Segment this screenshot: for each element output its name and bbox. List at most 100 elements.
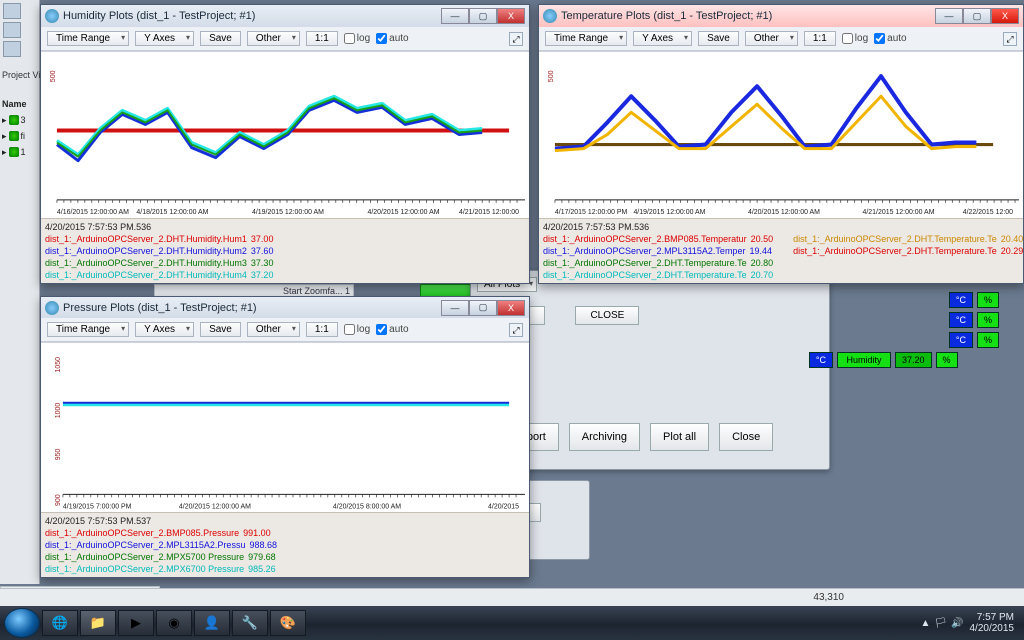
auto-checkbox[interactable]: auto [376, 33, 408, 44]
close-window-button[interactable]: X [991, 8, 1019, 24]
expand-icon[interactable]: ⤢ [509, 32, 523, 46]
pressure-titlebar[interactable]: Pressure Plots (dist_1 - TestProject; #1… [41, 297, 529, 318]
svg-text:4/22/2015 12:00: 4/22/2015 12:00 [963, 209, 1013, 216]
save-button[interactable]: Save [698, 31, 739, 46]
pressure-window: Pressure Plots (dist_1 - TestProject; #1… [40, 296, 530, 578]
timestamp: 4/20/2015 7:57:53 PM.537 [45, 515, 525, 527]
pressure-legend: 4/20/2015 7:57:53 PM.537 dist_1:_Arduino… [41, 512, 529, 577]
expand-icon[interactable]: ⤢ [509, 323, 523, 337]
name-header: Name [2, 96, 27, 112]
log-checkbox[interactable]: log [344, 324, 370, 335]
pressure-toolbar: Time Range Y Axes Save Other 1:1 log aut… [41, 318, 529, 341]
time-range-dropdown[interactable]: Time Range [545, 31, 627, 46]
toolbar-icons [0, 0, 39, 60]
archiving-button[interactable]: Archiving [569, 423, 640, 451]
auto-checkbox[interactable]: auto [376, 324, 408, 335]
app-icon[interactable]: 🔧 [232, 610, 268, 636]
temperature-toolbar: Time Range Y Axes Save Other 1:1 log aut… [539, 27, 1023, 51]
svg-text:4/20/2015 12:00:00 AM: 4/20/2015 12:00:00 AM [367, 209, 439, 216]
time-range-dropdown[interactable]: Time Range [47, 31, 129, 46]
svg-text:4/17/2015 12:00:00 PM: 4/17/2015 12:00:00 PM [555, 209, 628, 216]
time-range-dropdown[interactable]: Time Range [47, 322, 129, 337]
close-button[interactable]: CLOSE [575, 306, 639, 325]
window-icon [45, 9, 59, 23]
ratio-button[interactable]: 1:1 [306, 322, 338, 337]
unit-c: °C [949, 312, 973, 328]
svg-text:4/20/2015 8:00:00 AM: 4/20/2015 8:00:00 AM [333, 503, 401, 510]
minimize-button[interactable]: — [935, 8, 963, 24]
maximize-button[interactable]: ▢ [469, 300, 497, 316]
unit-pct: % [936, 352, 958, 368]
other-dropdown[interactable]: Other [745, 31, 798, 46]
chrome-icon[interactable]: ◉ [156, 610, 192, 636]
expand-icon[interactable]: ⤢ [1003, 32, 1017, 46]
project-tree: Name ▸3 ▸fi ▸1 [2, 96, 27, 160]
status-bar: 43,310 [0, 588, 1024, 606]
other-dropdown[interactable]: Other [247, 31, 300, 46]
svg-text:4/18/2015 12:00:00 AM: 4/18/2015 12:00:00 AM [136, 209, 208, 216]
humidity-plot[interactable]: 4/16/2015 12:00:00 AM 4/18/2015 12:00:00 … [41, 51, 529, 218]
humidity-label: Humidity [837, 352, 891, 368]
tray-flag-icon[interactable]: ▲ [920, 618, 930, 629]
humidity-title: Humidity Plots (dist_1 - TestProject; #1… [63, 10, 437, 22]
icon[interactable] [3, 41, 21, 57]
y-axes-dropdown[interactable]: Y Axes [135, 31, 194, 46]
media-icon[interactable]: ▶ [118, 610, 154, 636]
svg-text:1050: 1050 [55, 357, 62, 373]
minimize-button[interactable]: — [441, 8, 469, 24]
clock-time: 7:57 PM [977, 612, 1014, 623]
icon[interactable] [3, 3, 21, 19]
icon[interactable] [3, 22, 21, 38]
ratio-button[interactable]: 1:1 [306, 31, 338, 46]
start-button[interactable] [4, 608, 40, 638]
svg-text:4/19/2015 12:00:00 AM: 4/19/2015 12:00:00 AM [633, 209, 705, 216]
humidity-titlebar[interactable]: Humidity Plots (dist_1 - TestProject; #1… [41, 5, 529, 27]
unit-c: °C [809, 352, 833, 368]
temperature-titlebar[interactable]: Temperature Plots (dist_1 - TestProject;… [539, 5, 1023, 27]
svg-text:950: 950 [55, 448, 62, 460]
maximize-button[interactable]: ▢ [469, 8, 497, 24]
svg-text:4/20/2015: 4/20/2015 [488, 503, 519, 510]
y-axes-dropdown[interactable]: Y Axes [633, 31, 692, 46]
paint-icon[interactable]: 🎨 [270, 610, 306, 636]
system-tray[interactable]: ▲ 🏳 🔊 7:57 PM4/20/2015 [920, 612, 1020, 634]
humidity-legend: 4/20/2015 7:57:53 PM.536 dist_1:_Arduino… [41, 218, 529, 283]
y-axes-dropdown[interactable]: Y Axes [135, 322, 194, 337]
app-icon[interactable]: 👤 [194, 610, 230, 636]
close-button-2[interactable]: Close [719, 423, 773, 451]
other-dropdown[interactable]: Other [247, 322, 300, 337]
tray-net-icon[interactable]: 🏳 [934, 618, 947, 629]
close-window-button[interactable]: X [497, 300, 525, 316]
pressure-title: Pressure Plots (dist_1 - TestProject; #1… [63, 302, 437, 314]
plot-all-button[interactable]: Plot all [650, 423, 709, 451]
unit-pct: % [977, 312, 999, 328]
humidity-window: Humidity Plots (dist_1 - TestProject; #1… [40, 4, 530, 284]
unit-c: °C [949, 332, 973, 348]
tree-item[interactable]: ▸3 [2, 112, 27, 128]
svg-text:500: 500 [548, 70, 555, 82]
log-checkbox[interactable]: log [842, 33, 868, 44]
timestamp: 4/20/2015 7:57:53 PM.536 [45, 221, 525, 233]
log-checkbox[interactable]: log [344, 33, 370, 44]
save-button[interactable]: Save [200, 31, 241, 46]
tree-item[interactable]: ▸1 [2, 144, 27, 160]
explorer-icon[interactable]: 📁 [80, 610, 116, 636]
tree-item[interactable]: ▸fi [2, 128, 27, 144]
clock-date: 4/20/2015 [970, 623, 1015, 634]
unit-pct: % [977, 292, 999, 308]
unit-c: °C [949, 292, 973, 308]
humidity-toolbar: Time Range Y Axes Save Other 1:1 log aut… [41, 27, 529, 51]
tray-vol-icon[interactable]: 🔊 [951, 618, 963, 629]
project-view-label: Project Vie [0, 70, 39, 80]
project-panel: Project Vie Name ▸3 ▸fi ▸1 [0, 0, 40, 584]
maximize-button[interactable]: ▢ [963, 8, 991, 24]
svg-text:4/16/2015 12:00:00 AM: 4/16/2015 12:00:00 AM [57, 209, 129, 216]
pressure-plot[interactable]: 4/19/2015 7:00:00 PM4/20/2015 12:00:00 A… [41, 342, 529, 512]
minimize-button[interactable]: — [441, 300, 469, 316]
close-window-button[interactable]: X [497, 8, 525, 24]
ratio-button[interactable]: 1:1 [804, 31, 836, 46]
temperature-plot[interactable]: 4/17/2015 12:00:00 PM 4/19/2015 12:00:00 … [539, 51, 1023, 218]
auto-checkbox[interactable]: auto [874, 33, 906, 44]
ie-icon[interactable]: 🌐 [42, 610, 78, 636]
save-button[interactable]: Save [200, 322, 241, 337]
